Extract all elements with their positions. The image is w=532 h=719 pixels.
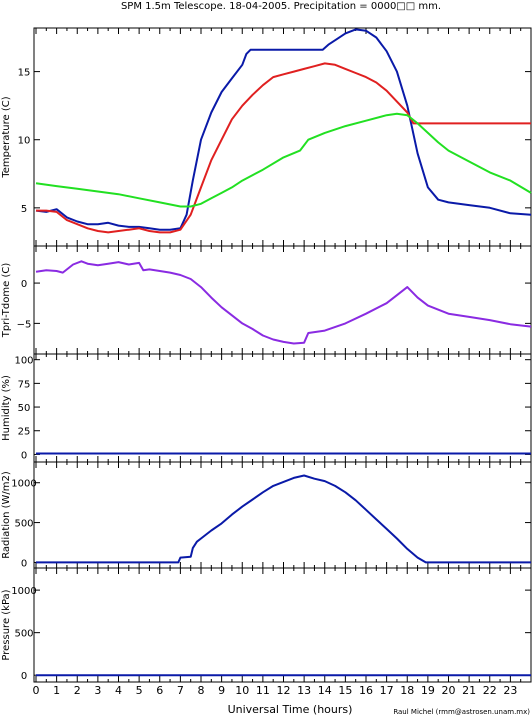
x-tick-label: 4: [115, 684, 122, 697]
x-tick-label: 12: [277, 684, 291, 697]
panel-0-ytick-label: 10: [18, 136, 31, 147]
panel-3-frame: [33, 461, 532, 569]
panel-2-ytick-label: 100: [14, 356, 33, 367]
panel-0-series-0: [35, 28, 532, 231]
panel-1-ytick-label: −5: [17, 319, 32, 330]
x-tick-label: 1: [53, 684, 60, 697]
panel-4-frame: [33, 567, 532, 683]
panel-0-ytick-label: 5: [21, 204, 27, 215]
panel-2-ytick-label: 0: [21, 450, 27, 461]
x-tick-label: 20: [442, 684, 456, 697]
panel-1-ylabel: Tpri-Tdome (C): [1, 263, 12, 339]
panel-2-ytick-label: 75: [18, 379, 31, 390]
panel-0-frame: [33, 27, 532, 247]
x-tick-label: 10: [235, 684, 249, 697]
panel-4-ytick-label: 0: [21, 671, 27, 682]
credit-text: Raul Michel (rmm@astrosen.unam.mx): [393, 708, 530, 716]
panel-0-series-2: [35, 112, 532, 208]
panel-4-ytick-label: 1000: [11, 586, 36, 597]
x-tick-label: 7: [177, 684, 184, 697]
x-tick-label: 19: [421, 684, 435, 697]
panel-4-ylabel: Pressure (kPa): [1, 589, 12, 660]
x-tick-label: 8: [198, 684, 205, 697]
panel-4-ytick-label: 500: [14, 629, 33, 640]
panel-1-series-0: [35, 260, 532, 345]
x-tick-label: 18: [400, 684, 414, 697]
x-tick-label: 21: [462, 684, 476, 697]
panel-0-series-1: [36, 62, 531, 234]
x-tick-label: 3: [94, 684, 101, 697]
panel-2-ytick-label: 50: [18, 403, 31, 414]
chart-title: SPM 1.5m Telescope. 18-04-2005. Precipit…: [121, 1, 441, 12]
panel-1-frame: [33, 245, 532, 355]
panel-3-ytick-label: 0: [21, 558, 27, 569]
x-tick-label: 22: [483, 684, 497, 697]
x-tick-label: 14: [318, 684, 332, 697]
x-tick-label: 15: [338, 684, 352, 697]
x-tick-label: 6: [156, 684, 163, 697]
x-tick-label: 0: [33, 684, 40, 697]
panel-3-series-0: [36, 474, 531, 564]
x-tick-label: 5: [136, 684, 143, 697]
panel-3-ytick-label: 500: [14, 519, 33, 530]
x-tick-label: 17: [380, 684, 394, 697]
panel-3-ylabel: Radiation (W/m2): [1, 471, 12, 559]
x-axis-label: Universal Time (hours): [228, 703, 353, 716]
panel-2-ylabel: Humidity (%): [1, 375, 12, 441]
panel-0-ylabel: Temperature (C): [1, 96, 12, 178]
panel-2-ytick-label: 25: [18, 427, 31, 438]
x-tick-label: 23: [503, 684, 517, 697]
panel-0-ytick-label: 15: [18, 68, 31, 79]
x-tick-label: 11: [256, 684, 270, 697]
x-tick-label: 9: [218, 684, 225, 697]
x-tick-label: 2: [74, 684, 81, 697]
panel-3-ytick-label: 1000: [11, 479, 36, 490]
x-tick-label: 13: [297, 684, 311, 697]
panel-2-frame: [33, 353, 532, 463]
panel-1-ytick-label: 0: [21, 279, 27, 290]
x-tick-label: 16: [359, 684, 373, 697]
